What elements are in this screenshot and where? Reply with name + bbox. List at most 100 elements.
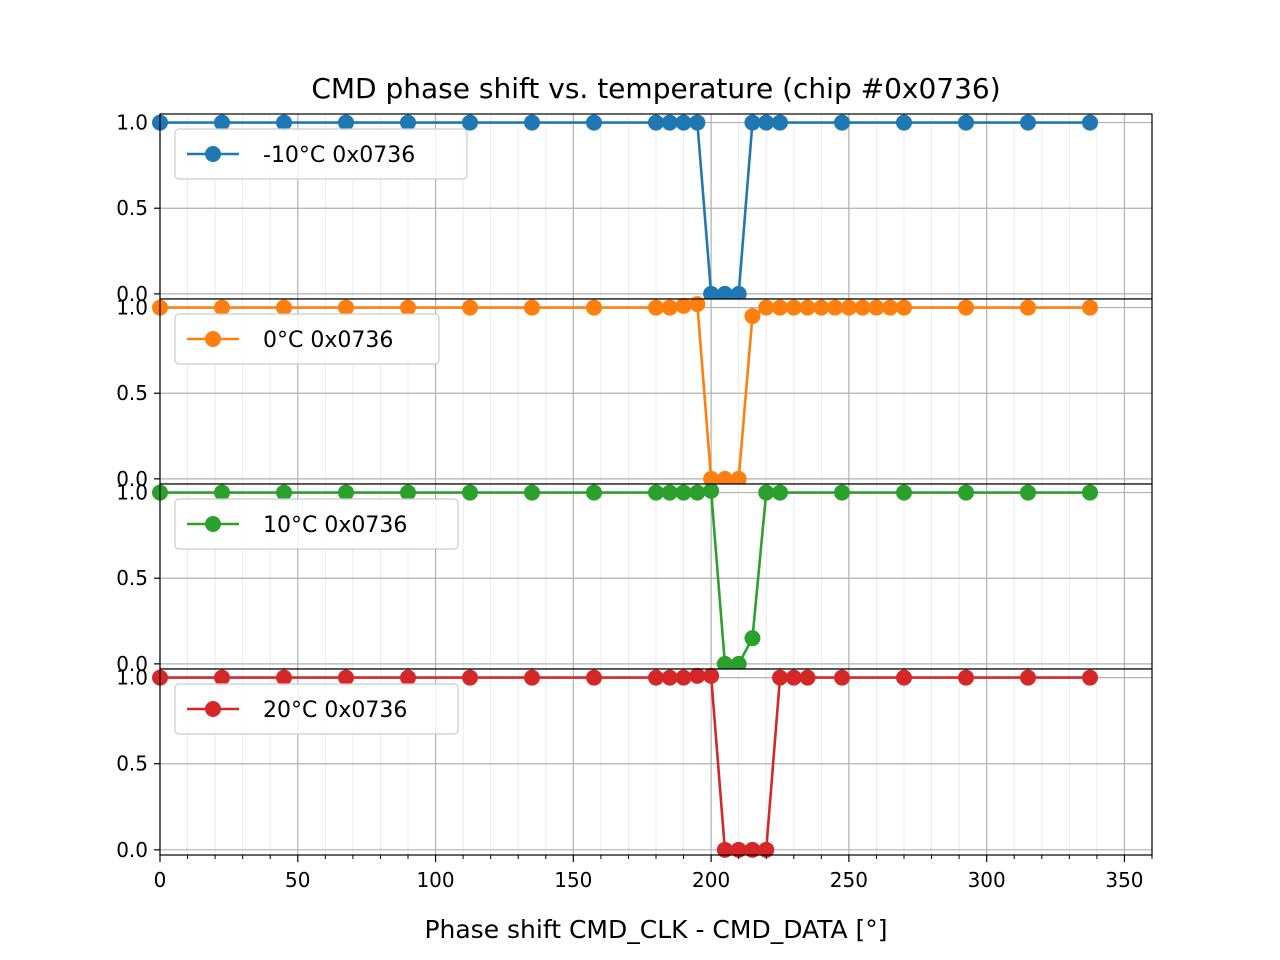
y-tick-label: 0.5	[116, 381, 148, 405]
subplot-2: 0.0 0.5 1.0 0°C 0x0736	[116, 296, 1153, 491]
data-point	[896, 299, 912, 316]
y-tick-label: 0.0	[116, 838, 148, 862]
data-point	[586, 484, 602, 501]
data-point	[896, 484, 912, 501]
data-point	[276, 669, 292, 686]
data-point	[730, 285, 747, 302]
x-tick-label: 250	[830, 868, 868, 892]
data-point	[758, 114, 775, 131]
data-point	[400, 669, 416, 686]
data-point	[661, 669, 678, 686]
legend-label: 0°C 0x0736	[263, 328, 393, 353]
data-point	[854, 299, 871, 316]
data-point	[648, 114, 664, 131]
y-tick-label: 1.0	[116, 111, 148, 135]
y-tick-label: 1.0	[116, 296, 148, 320]
data-point	[827, 299, 844, 316]
x-tick-label: 300	[968, 868, 1006, 892]
data-point	[661, 299, 678, 316]
y-tick-label: 1.0	[116, 481, 148, 505]
data-point	[462, 299, 478, 316]
data-point	[1082, 299, 1098, 316]
y-tick-label: 0.0	[116, 652, 148, 676]
y-tick-label: 0.5	[116, 566, 148, 590]
data-point	[758, 299, 775, 316]
data-point	[896, 114, 912, 131]
data-point	[785, 299, 802, 316]
data-point	[648, 484, 664, 501]
data-point	[958, 114, 974, 131]
data-point	[785, 669, 802, 686]
data-point	[214, 669, 230, 686]
y-tick-label: 0.0	[116, 282, 148, 306]
data-point	[338, 484, 354, 501]
legend-label: 10°C 0x0736	[263, 513, 407, 538]
y-tick-label: 0.0	[116, 467, 148, 491]
data-point	[524, 669, 540, 686]
data-point	[758, 841, 775, 858]
data-point	[661, 114, 678, 131]
data-point	[338, 114, 354, 131]
data-point	[703, 470, 720, 487]
data-point	[1082, 669, 1098, 686]
data-point	[882, 299, 899, 316]
data-point	[462, 484, 478, 501]
chart-title: CMD phase shift vs. temperature (chip #0…	[311, 72, 1000, 105]
legend-marker	[205, 701, 221, 717]
data-point	[338, 669, 354, 686]
legend-marker	[205, 331, 221, 347]
legend: 20°C 0x0736	[174, 683, 459, 735]
data-point	[400, 299, 416, 316]
legend-box	[174, 128, 468, 180]
x-axis-label: Phase shift CMD_CLK - CMD_DATA [°]	[424, 915, 887, 944]
legend: 10°C 0x0736	[174, 498, 459, 550]
data-point	[799, 299, 816, 316]
data-point	[834, 669, 850, 686]
data-point	[648, 669, 664, 686]
data-point	[648, 299, 664, 316]
data-point	[716, 841, 733, 858]
data-point	[958, 669, 974, 686]
subplot-1: 0.0 0.5 1.0 -10°C 0x0736	[116, 111, 1153, 306]
data-point	[586, 669, 602, 686]
data-point	[689, 296, 706, 313]
data-point	[338, 299, 354, 316]
data-point	[799, 669, 816, 686]
legend-marker	[205, 516, 221, 532]
data-point	[813, 299, 830, 316]
x-tick-label: 0	[154, 868, 167, 892]
data-point	[716, 470, 733, 487]
data-point	[716, 655, 733, 672]
legend-label: 20°C 0x0736	[263, 698, 407, 723]
x-tick-label: 200	[692, 868, 730, 892]
legend-box	[174, 683, 459, 735]
data-point	[586, 114, 602, 131]
data-point	[730, 655, 747, 672]
data-point	[1082, 484, 1098, 501]
y-tick-label: 0.5	[116, 196, 148, 220]
data-point	[462, 669, 478, 686]
data-point	[730, 470, 747, 487]
data-point	[744, 114, 761, 131]
legend-box	[174, 313, 440, 365]
data-point	[1020, 299, 1036, 316]
data-point	[958, 484, 974, 501]
legend-label: -10°C 0x0736	[263, 143, 415, 168]
data-point	[716, 285, 733, 302]
data-point	[703, 482, 720, 499]
data-point	[730, 841, 747, 858]
data-point	[276, 114, 292, 131]
x-tick-label: 100	[416, 868, 454, 892]
data-point	[840, 299, 857, 316]
data-point	[772, 299, 788, 316]
data-point	[400, 114, 416, 131]
x-tick-label: 150	[554, 868, 592, 892]
data-point	[675, 484, 692, 501]
data-point	[462, 114, 478, 131]
data-point	[958, 299, 974, 316]
data-point	[524, 114, 540, 131]
data-point	[772, 669, 788, 686]
legend-marker	[205, 146, 221, 162]
data-point	[276, 484, 292, 501]
data-point	[276, 299, 292, 316]
